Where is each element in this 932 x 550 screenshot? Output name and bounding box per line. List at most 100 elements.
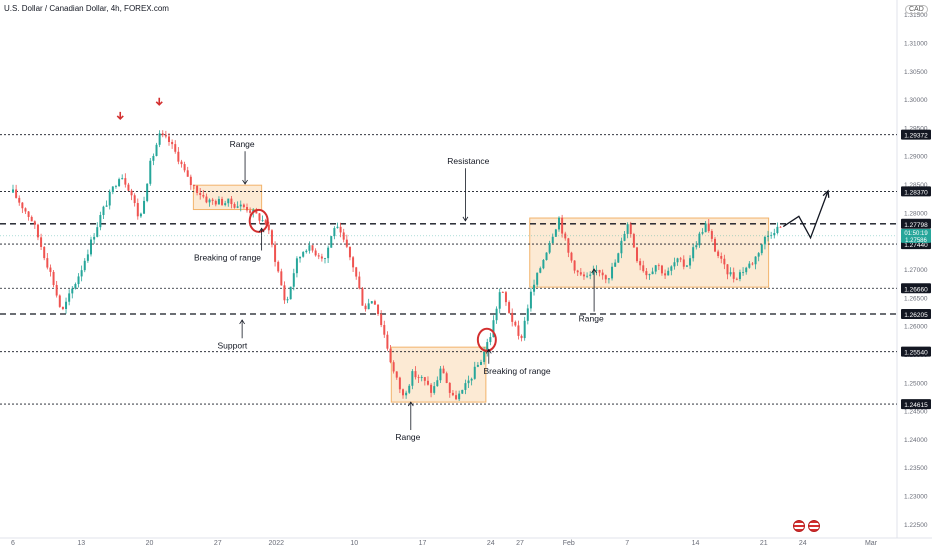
candle-body[interactable]	[102, 206, 105, 216]
candle-body[interactable]	[511, 312, 514, 322]
candle-body[interactable]	[83, 260, 86, 271]
candle-body[interactable]	[189, 176, 192, 186]
candle-body[interactable]	[501, 292, 504, 293]
candle-body[interactable]	[483, 351, 486, 362]
candle-body[interactable]	[576, 270, 579, 273]
candle-body[interactable]	[561, 217, 564, 234]
candle-body[interactable]	[582, 274, 585, 277]
candle-body[interactable]	[420, 377, 423, 379]
candle-body[interactable]	[124, 178, 127, 185]
candle-body[interactable]	[598, 269, 601, 273]
candle-body[interactable]	[489, 337, 492, 343]
candle-body[interactable]	[405, 392, 408, 396]
candle-body[interactable]	[533, 284, 536, 292]
candle-body[interactable]	[320, 256, 323, 259]
candle-body[interactable]	[86, 254, 89, 261]
candle-body[interactable]	[249, 210, 252, 213]
candle-body[interactable]	[395, 371, 398, 378]
candle-body[interactable]	[714, 238, 716, 252]
candle-body[interactable]	[267, 224, 270, 231]
candle-body[interactable]	[504, 292, 507, 303]
candle-body[interactable]	[43, 246, 46, 259]
candle-body[interactable]	[617, 253, 620, 263]
candle-body[interactable]	[370, 301, 373, 304]
candle-body[interactable]	[423, 377, 426, 381]
candle-body[interactable]	[551, 236, 554, 244]
candle-body[interactable]	[342, 232, 345, 240]
candle-body[interactable]	[738, 272, 741, 280]
candle-body[interactable]	[642, 265, 645, 272]
candle-body[interactable]	[292, 273, 295, 287]
candle-body[interactable]	[202, 194, 205, 197]
candle-body[interactable]	[601, 272, 604, 276]
candle-body[interactable]	[439, 368, 442, 381]
event-flags[interactable]	[793, 519, 823, 537]
candle-body[interactable]	[192, 185, 195, 186]
candle-body[interactable]	[464, 383, 467, 390]
candle-body[interactable]	[239, 204, 242, 207]
candle-body[interactable]	[277, 261, 280, 272]
candle-body[interactable]	[723, 258, 726, 265]
candle-body[interactable]	[676, 258, 679, 263]
level-price-tag[interactable]	[901, 129, 931, 140]
candle-body[interactable]	[692, 247, 695, 259]
candle-body[interactable]	[595, 269, 598, 271]
candle-body[interactable]	[508, 302, 511, 313]
candle-body[interactable]	[461, 389, 464, 394]
candle-body[interactable]	[230, 198, 233, 205]
candle-body[interactable]	[361, 288, 364, 306]
candle-body[interactable]	[445, 373, 448, 383]
candle-body[interactable]	[18, 197, 21, 203]
candle-body[interactable]	[261, 220, 264, 222]
candle-body[interactable]	[311, 245, 314, 251]
candle-body[interactable]	[626, 224, 629, 234]
candle-body[interactable]	[392, 362, 395, 372]
candle-body[interactable]	[205, 196, 208, 203]
candle-body[interactable]	[183, 164, 186, 171]
candle-body[interactable]	[46, 258, 49, 268]
candle-body[interactable]	[177, 151, 180, 162]
candle-body[interactable]	[149, 160, 152, 184]
candle-body[interactable]	[726, 264, 729, 275]
candle-body[interactable]	[495, 308, 498, 321]
candle-body[interactable]	[174, 144, 177, 152]
candle-body[interactable]	[155, 144, 158, 156]
candle-body[interactable]	[729, 272, 732, 275]
candle-body[interactable]	[93, 236, 96, 240]
breakout-circle[interactable]	[476, 327, 497, 352]
candle-body[interactable]	[473, 366, 476, 379]
candle-body[interactable]	[430, 384, 433, 393]
candle-body[interactable]	[280, 271, 283, 286]
candle-body[interactable]	[704, 223, 707, 233]
candle-body[interactable]	[657, 265, 660, 267]
candle-body[interactable]	[352, 257, 355, 268]
candle-body[interactable]	[667, 270, 670, 276]
candle-body[interactable]	[336, 226, 339, 229]
candle-body[interactable]	[171, 141, 174, 145]
candle-body[interactable]	[654, 265, 657, 272]
candle-body[interactable]	[136, 203, 139, 217]
candle-body[interactable]	[30, 216, 33, 222]
candle-body[interactable]	[735, 278, 738, 280]
candle-body[interactable]	[742, 272, 745, 273]
candle-body[interactable]	[458, 393, 461, 400]
candle-body[interactable]	[698, 233, 701, 246]
candle-body[interactable]	[414, 371, 417, 378]
level-price-tag[interactable]	[901, 399, 931, 410]
level-price-tag[interactable]	[901, 346, 931, 357]
candle-body[interactable]	[224, 203, 227, 205]
candle-body[interactable]	[476, 364, 479, 367]
candle-body[interactable]	[283, 285, 286, 301]
candle-body[interactable]	[364, 305, 367, 310]
candle-body[interactable]	[757, 253, 760, 257]
candle-body[interactable]	[118, 179, 121, 187]
candle-body[interactable]	[324, 258, 326, 259]
candle-body[interactable]	[295, 258, 298, 274]
candle-body[interactable]	[695, 245, 698, 248]
candle-body[interactable]	[682, 259, 685, 267]
candle-body[interactable]	[773, 233, 776, 236]
candle-body[interactable]	[564, 233, 567, 239]
candle-body[interactable]	[586, 275, 589, 277]
candle-body[interactable]	[542, 259, 545, 269]
candle-body[interactable]	[611, 266, 614, 279]
